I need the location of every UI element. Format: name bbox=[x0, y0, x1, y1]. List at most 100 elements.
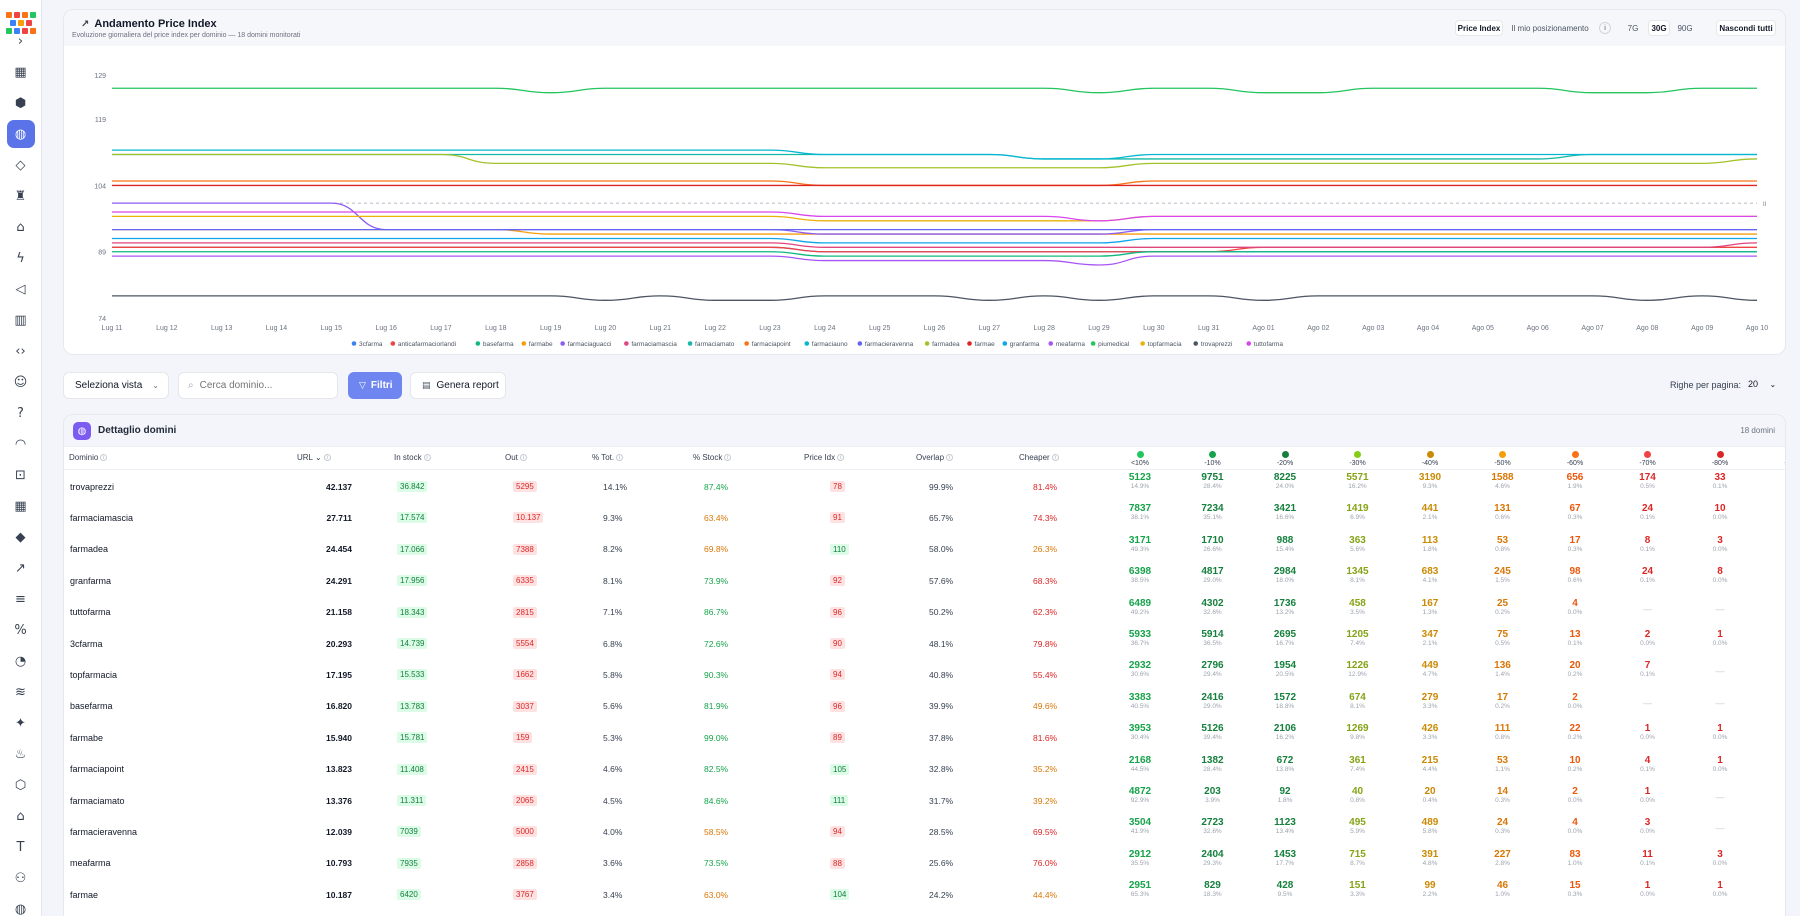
trend-icon[interactable]: ↗ bbox=[15, 560, 26, 576]
box-icon[interactable]: ⬡ bbox=[14, 777, 27, 793]
help-icon[interactable]: ? bbox=[17, 405, 24, 421]
table-row[interactable]: farmabe 15.940 15.781 159 5.3% 99.0% 89 37.8% 81… bbox=[64, 722, 1785, 753]
domain-name[interactable]: farmadea bbox=[70, 544, 109, 555]
info-icon[interactable]: i bbox=[1599, 22, 1611, 34]
column-header-out[interactable]: Out i bbox=[505, 453, 527, 462]
column-header-tot[interactable]: % Tot. i bbox=[592, 453, 624, 462]
mio-posizionamento-toggle[interactable]: Il mio posizionamento bbox=[1511, 23, 1589, 33]
bucket-header[interactable]: -60% bbox=[1555, 451, 1595, 467]
trophy-icon[interactable]: ♜ bbox=[14, 188, 27, 204]
expand-icon[interactable]: › bbox=[17, 33, 24, 49]
bucket-header[interactable]: -80% bbox=[1700, 451, 1740, 467]
search-input[interactable] bbox=[199, 380, 320, 391]
table-row[interactable]: basefarma 16.820 13.783 3037 5.6% 81.9% 96 39.9… bbox=[64, 691, 1785, 722]
info-icon[interactable]: i bbox=[946, 454, 954, 462]
info-icon[interactable]: i bbox=[100, 454, 108, 462]
table-row[interactable]: meafarma 10.793 7935 2858 3.6% 73.5% 88 25.6% 76… bbox=[64, 848, 1785, 879]
domain-name[interactable]: basefarma bbox=[70, 701, 113, 712]
domain-name[interactable]: farmabe bbox=[70, 732, 104, 743]
table-row[interactable]: trovaprezzi 42.137 36.842 5295 14.1% 87.4% 78 9… bbox=[64, 471, 1785, 502]
bar-chart-icon[interactable]: ▥ bbox=[14, 312, 27, 328]
palette-icon[interactable]: ◔ bbox=[14, 653, 27, 669]
info-icon[interactable]: i bbox=[519, 454, 527, 462]
domain-name[interactable]: trovaprezzi bbox=[70, 481, 115, 492]
info-icon[interactable]: i bbox=[724, 454, 732, 462]
filters-button[interactable]: ▽ Filtri bbox=[348, 372, 402, 399]
info-icon[interactable]: i bbox=[323, 454, 331, 462]
products-icon[interactable]: ⬢ bbox=[14, 95, 27, 111]
column-header-instock[interactable]: In stock i bbox=[394, 453, 431, 462]
info-icon[interactable]: i bbox=[837, 454, 845, 462]
scan-icon[interactable]: ⊡ bbox=[15, 467, 26, 483]
column-header-url[interactable]: URL ⌄ i bbox=[297, 453, 331, 462]
price-index-toggle[interactable]: Price Index bbox=[1455, 20, 1503, 36]
bucket-header[interactable]: -40% bbox=[1410, 451, 1450, 467]
domain-name[interactable]: meafarma bbox=[70, 858, 111, 869]
domain-name[interactable]: tuttofarma bbox=[70, 607, 111, 618]
megaphone-icon[interactable]: ◁ bbox=[15, 281, 26, 297]
view-select[interactable]: Seleziona vista ⌄ bbox=[63, 372, 169, 399]
globe-alt-icon[interactable]: ◍ bbox=[14, 901, 27, 916]
tag-icon[interactable]: ◇ bbox=[15, 157, 26, 173]
domain-name[interactable]: topfarmacia bbox=[70, 669, 118, 680]
table-row[interactable]: farmadea 24.454 17.066 7388 8.2% 69.8% 110 58.0… bbox=[64, 534, 1785, 565]
range-30g-button[interactable]: 30G bbox=[1648, 20, 1670, 36]
text-icon[interactable]: T bbox=[16, 839, 25, 855]
sort-desc-icon[interactable]: ⌄ bbox=[312, 453, 322, 462]
percent-icon[interactable]: % bbox=[14, 622, 27, 638]
column-header-overlap[interactable]: Overlap i bbox=[916, 453, 954, 462]
range-90g-button[interactable]: 90G bbox=[1677, 23, 1693, 33]
dashboard-icon[interactable]: ▦ bbox=[14, 64, 27, 80]
table-row[interactable]: 3cfarma 20.293 14.739 5554 6.8% 72.6% 90 48.1% 7… bbox=[64, 628, 1785, 659]
table-row[interactable]: farmacieravenna 12.039 7039 5000 4.0% 58.5% 94… bbox=[64, 816, 1785, 847]
diamond-icon[interactable]: ◆ bbox=[15, 529, 26, 545]
column-header-dominio[interactable]: Dominio i bbox=[69, 453, 108, 462]
globe-icon[interactable]: ◍ bbox=[6, 120, 35, 148]
table-row[interactable]: farmae 10.187 6420 3767 3.4% 63.0% 104 24.2% 44.… bbox=[64, 879, 1785, 910]
domain-name[interactable]: farmacieravenna bbox=[70, 826, 138, 837]
info-icon[interactable]: i bbox=[1051, 454, 1059, 462]
search-box[interactable]: ⌕ bbox=[178, 372, 338, 399]
generate-report-button[interactable]: ▤ Genera report bbox=[410, 372, 506, 399]
bucket-header[interactable]: -90% bbox=[1773, 451, 1785, 467]
bucket-header[interactable]: <10% bbox=[1120, 451, 1160, 467]
domain-name[interactable]: farmaciamascia bbox=[70, 512, 134, 523]
code-icon[interactable]: ‹› bbox=[15, 343, 26, 359]
sparkle-icon[interactable]: ✦ bbox=[15, 715, 26, 731]
bucket-header[interactable]: -50% bbox=[1483, 451, 1523, 467]
bucket-header[interactable]: -30% bbox=[1338, 451, 1378, 467]
table-row[interactable]: topfarmacia 17.195 15.533 1662 5.8% 90.3% 94 40… bbox=[64, 659, 1785, 690]
domain-name[interactable]: granfarma bbox=[70, 575, 112, 586]
table-row[interactable]: granfarma 24.291 17.956 6335 8.1% 73.9% 92 57.6… bbox=[64, 565, 1785, 596]
column-header-pidx[interactable]: Price Idx i bbox=[804, 453, 845, 462]
hide-all-button[interactable]: Nascondi tutti bbox=[1716, 20, 1776, 36]
info-icon[interactable]: i bbox=[423, 454, 431, 462]
table-row[interactable]: tuttofarma 21.158 18.343 2815 7.1% 86.7% 96 50.… bbox=[64, 597, 1785, 628]
info-icon[interactable]: i bbox=[616, 454, 624, 462]
domain-name[interactable]: farmae bbox=[70, 889, 99, 900]
store-icon[interactable]: ⌂ bbox=[16, 219, 25, 235]
bank-icon[interactable]: ⌂ bbox=[16, 808, 25, 824]
gauge-icon[interactable]: ◠ bbox=[14, 436, 27, 452]
grid-icon[interactable]: ▦ bbox=[14, 498, 27, 514]
range-7g-button[interactable]: 7G bbox=[1627, 23, 1639, 33]
column-header-cheaper[interactable]: Cheaper i bbox=[1019, 453, 1059, 462]
bucket-header[interactable]: -10% bbox=[1193, 451, 1233, 467]
domain-name[interactable]: farmaciamato bbox=[70, 795, 125, 806]
network-icon[interactable]: ⚇ bbox=[14, 870, 27, 886]
table-row[interactable]: farmaciapoint 13.823 11.408 2415 4.6% 82.5% 10… bbox=[64, 754, 1785, 785]
bolt-icon[interactable]: ϟ bbox=[16, 250, 25, 266]
bucket-percent: 7.4% bbox=[1350, 640, 1365, 647]
domain-name[interactable]: farmaciapoint bbox=[70, 764, 125, 775]
layers-icon[interactable]: ≋ bbox=[15, 684, 26, 700]
domain-name[interactable]: 3cfarma bbox=[70, 638, 103, 649]
user-icon[interactable]: ☺ bbox=[13, 374, 28, 390]
sliders-icon[interactable]: ≡ bbox=[15, 591, 26, 607]
flame-icon[interactable]: ♨ bbox=[14, 746, 27, 762]
bucket-header[interactable]: -20% bbox=[1265, 451, 1305, 467]
table-row[interactable]: farmaciamascia 27.711 17.574 10.137 9.3% 63.4… bbox=[64, 502, 1785, 533]
table-row[interactable]: farmaciamato 13.376 11.311 2065 4.5% 84.6% 111… bbox=[64, 785, 1785, 816]
column-header-stock[interactable]: % Stock i bbox=[693, 453, 732, 462]
rows-per-page-select[interactable]: 20 ⌄ bbox=[1748, 379, 1784, 389]
bucket-header[interactable]: -70% bbox=[1628, 451, 1668, 467]
